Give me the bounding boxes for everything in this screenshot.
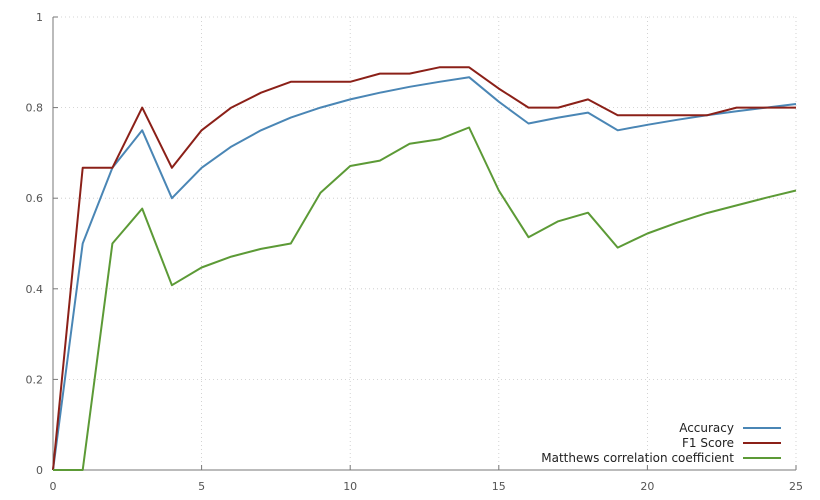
tick-labels: 0 5 10 15 20 25 0 0.2 0.4 0.6 0.8 1 <box>26 11 804 493</box>
y-tick-label: 0.4 <box>26 283 44 296</box>
legend-label: F1 Score <box>682 436 734 450</box>
y-tick-label: 1 <box>36 11 43 24</box>
x-tick-label: 5 <box>198 480 205 493</box>
legend-label: Matthews correlation coefficient <box>541 451 734 465</box>
series-line-matthews-correlation-coefficient <box>53 126 797 471</box>
x-tick-label: 15 <box>492 480 506 493</box>
x-tick-label: 25 <box>789 480 803 493</box>
series-line-accuracy <box>52 76 797 471</box>
y-tick-label: 0.8 <box>26 102 44 115</box>
y-tick-label: 0 <box>36 464 43 477</box>
x-tick-label: 20 <box>640 480 654 493</box>
y-tick-label: 0.2 <box>26 373 44 386</box>
series-lines <box>52 66 797 471</box>
x-tick-label: 0 <box>50 480 57 493</box>
y-tick-label: 0.6 <box>26 192 44 205</box>
axes <box>52 16 797 471</box>
series-line-f1-score <box>52 66 796 471</box>
x-tick-label: 10 <box>343 480 357 493</box>
legend-label: Accuracy <box>679 421 734 435</box>
